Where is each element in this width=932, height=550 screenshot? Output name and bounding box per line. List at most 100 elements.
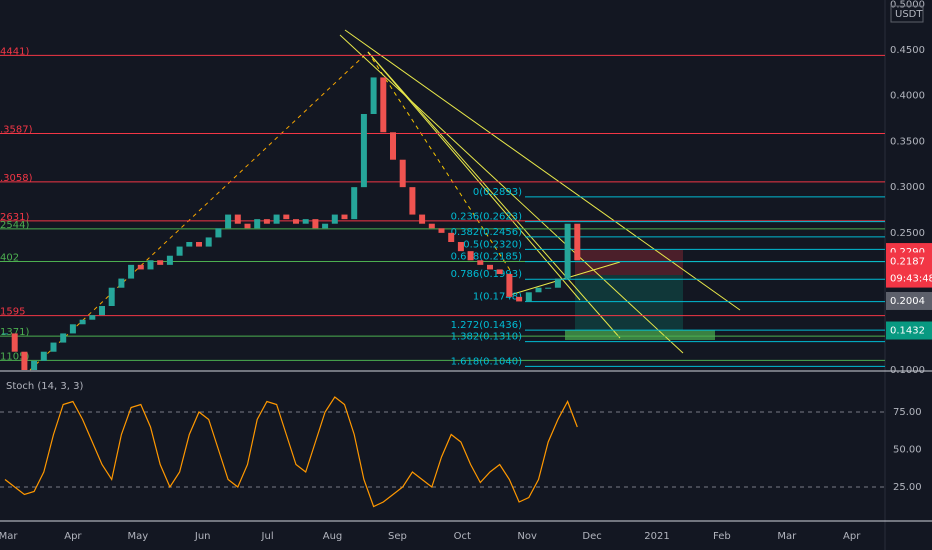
fib-label: 1.618(0.1040)	[451, 356, 523, 367]
level-label: 2631)	[0, 212, 29, 223]
time-label: May	[127, 531, 148, 542]
fib-label: 0.618(0.2185)	[451, 252, 523, 263]
candle	[225, 214, 232, 229]
level-label: 1371)	[0, 327, 29, 338]
candle	[196, 242, 202, 247]
candle	[273, 214, 280, 224]
target-box	[565, 330, 715, 340]
level-label: .3058)	[0, 173, 33, 184]
candle	[2, 333, 8, 335]
level-label: 1105)	[0, 351, 29, 362]
time-label: Sep	[388, 531, 407, 542]
candle	[535, 287, 542, 293]
price-tick-label: 0.3500	[890, 136, 925, 147]
candle	[331, 214, 338, 224]
candle	[428, 223, 435, 229]
stoch-tick-label: 50.00	[893, 445, 922, 456]
candle	[419, 214, 426, 224]
candle	[293, 219, 299, 224]
price-tick-label: 0.4500	[890, 45, 925, 56]
candle	[263, 219, 270, 224]
price-tick-label: 0.1000	[890, 365, 925, 376]
candle	[11, 333, 18, 352]
candle	[380, 77, 387, 133]
price-unit: USDT	[895, 9, 923, 20]
price-tag-label: 09:43:48	[890, 274, 932, 285]
trend-line	[367, 51, 511, 271]
candle	[351, 187, 358, 220]
price-tick-label: 0.5000	[890, 0, 925, 10]
candle	[487, 264, 493, 270]
candle	[128, 264, 135, 279]
candle	[137, 264, 144, 270]
candle	[166, 255, 173, 265]
candle	[60, 333, 67, 343]
candle	[390, 132, 396, 160]
stoch-tick-label: 25.00	[893, 482, 922, 493]
candle	[467, 251, 474, 261]
fib-label: 1(0.1748)	[473, 292, 522, 303]
candle	[554, 278, 561, 288]
fib-label: 0.5(0.2320)	[463, 239, 522, 250]
time-label: Apr	[64, 531, 82, 542]
time-label: Jun	[194, 531, 211, 542]
candle	[438, 228, 445, 233]
candle	[21, 351, 28, 371]
candle	[50, 342, 57, 352]
stoch-tick-label: 75.00	[893, 407, 922, 418]
stoch-line	[4, 396, 578, 508]
fan-lines	[339, 29, 741, 354]
candle	[283, 214, 290, 220]
candle	[409, 187, 416, 215]
price-tick-label: 0.2500	[890, 228, 925, 239]
candle	[205, 237, 212, 247]
candle	[186, 242, 193, 247]
candle	[370, 77, 377, 115]
price-tag-label: 0.2187	[890, 256, 925, 267]
indicator-title: Stoch (14, 3, 3)	[6, 381, 83, 392]
price-tag	[886, 321, 932, 340]
fib-label: 0.786(0.1993)	[451, 269, 523, 280]
level-label: 1595	[0, 307, 25, 318]
candle	[244, 223, 251, 229]
candle	[69, 324, 76, 334]
candle	[254, 219, 261, 229]
candle	[477, 260, 484, 265]
candle	[234, 214, 241, 224]
fib-label: 1.382(0.1310)	[451, 332, 523, 343]
candle	[312, 219, 319, 229]
candle	[506, 274, 513, 297]
candle	[496, 269, 503, 275]
price-tag	[886, 269, 932, 288]
fib-label: 0.236(0.2623)	[451, 212, 523, 223]
candle	[31, 360, 38, 371]
candle	[525, 292, 532, 302]
unit-box	[890, 5, 924, 23]
time-label: Mar	[0, 531, 18, 542]
candle	[157, 260, 164, 265]
price-tick-label: 0.4000	[890, 91, 925, 102]
candle	[108, 287, 115, 307]
time-label: Aug	[323, 531, 343, 542]
candle	[99, 306, 105, 316]
candle	[302, 219, 309, 224]
candle	[341, 214, 348, 220]
time-label: Apr	[843, 531, 861, 542]
time-label: Dec	[582, 531, 601, 542]
fib-label: 0(0.2893)	[473, 187, 522, 198]
price-tag-label: 0.2004	[890, 296, 925, 307]
price-tag-label: 0.1432	[890, 326, 925, 337]
candle	[40, 351, 47, 361]
level-label: 2544)	[0, 220, 29, 231]
candle	[574, 223, 581, 261]
candle	[448, 232, 455, 243]
candle	[89, 315, 96, 320]
price-tick-label: 0.3000	[890, 182, 925, 193]
time-label: 2021	[644, 531, 669, 542]
price-tag	[886, 252, 932, 271]
time-label: Feb	[713, 531, 731, 542]
